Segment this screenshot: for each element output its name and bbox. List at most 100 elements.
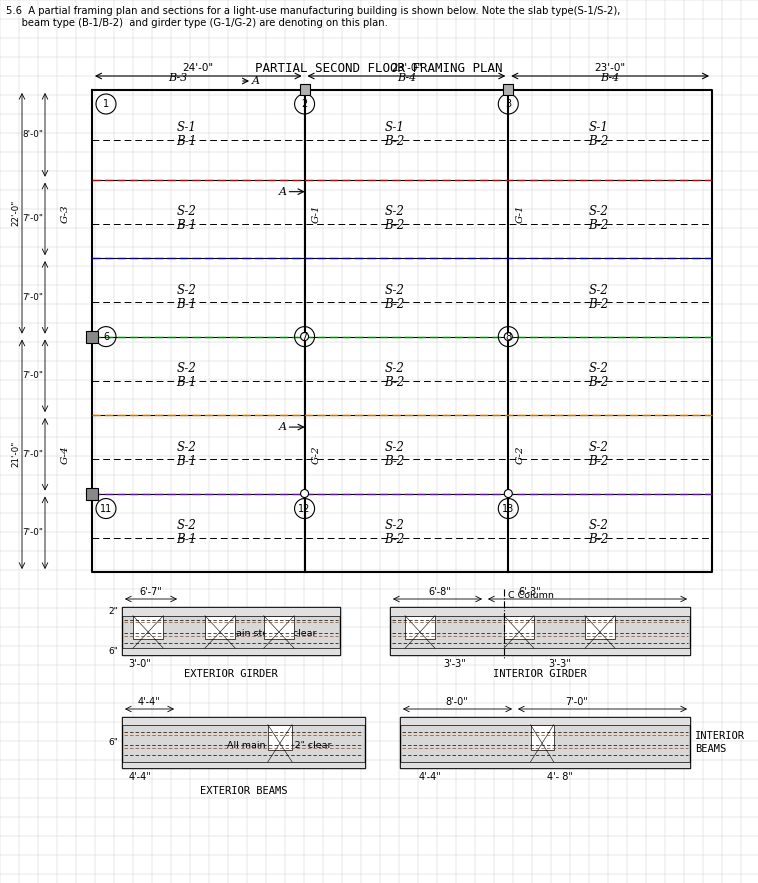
Text: 21'-0": 21'-0"	[11, 442, 20, 467]
Text: B-2: B-2	[384, 533, 405, 547]
Text: 3'-0": 3'-0"	[129, 659, 152, 669]
Bar	[390, 607, 690, 655]
Bar	[531, 725, 553, 751]
Text: S-2: S-2	[177, 206, 196, 218]
Text: 24'-0": 24'-0"	[183, 63, 214, 73]
Bar	[86, 330, 98, 343]
Bar	[205, 615, 236, 638]
Text: 6'-7": 6'-7"	[139, 587, 162, 597]
Text: 11: 11	[100, 503, 112, 514]
Bar	[264, 615, 294, 638]
Text: 23'-0": 23'-0"	[391, 63, 422, 73]
Text: B-2: B-2	[588, 135, 609, 148]
Bar	[504, 615, 534, 638]
Text: B-2: B-2	[588, 533, 609, 547]
Text: S-2: S-2	[384, 519, 404, 532]
Text: 13: 13	[502, 503, 515, 514]
Text: S-2: S-2	[177, 362, 196, 375]
Text: B-2: B-2	[384, 298, 405, 311]
Text: S-1: S-1	[384, 121, 404, 134]
Bar	[400, 762, 690, 768]
Text: G-2: G-2	[515, 445, 525, 464]
Text: B-2: B-2	[384, 135, 405, 148]
Text: 1: 1	[103, 99, 109, 109]
Text: EXTERIOR GIRDER: EXTERIOR GIRDER	[184, 669, 278, 679]
Text: 6: 6	[103, 332, 109, 342]
Text: B-2: B-2	[384, 219, 405, 232]
Bar	[122, 717, 365, 768]
Bar	[503, 84, 513, 95]
Text: G-1: G-1	[312, 204, 321, 223]
Bar	[390, 648, 690, 655]
Text: B-1: B-1	[176, 298, 196, 311]
Text: B-2: B-2	[588, 455, 609, 468]
Bar	[122, 607, 340, 615]
Text: All main steel 2" clear: All main steel 2" clear	[227, 741, 331, 750]
Circle shape	[504, 489, 512, 497]
Text: 7: 7	[302, 332, 308, 342]
Text: A: A	[252, 76, 260, 86]
Text: 5.6  A partial framing plan and sections for a light-use manufacturing building : 5.6 A partial framing plan and sections …	[6, 6, 620, 16]
Text: S-1: S-1	[177, 121, 196, 134]
Text: 3'-3": 3'-3"	[443, 659, 466, 669]
Text: S-2: S-2	[177, 519, 196, 532]
Text: B-4: B-4	[396, 73, 416, 83]
Text: 4'-4": 4'-4"	[138, 697, 161, 707]
Text: 7'-0": 7'-0"	[22, 528, 43, 537]
Text: B-1: B-1	[176, 455, 196, 468]
Bar	[400, 717, 690, 768]
Text: 2": 2"	[108, 608, 118, 616]
Bar	[133, 615, 164, 638]
Text: B-1: B-1	[176, 219, 196, 232]
Text: B-2: B-2	[588, 376, 609, 389]
Text: S-2: S-2	[588, 283, 608, 297]
Text: beam type (B-1/B-2)  and girder type (G-1/G-2) are denoting on this plan.: beam type (B-1/B-2) and girder type (G-1…	[6, 18, 388, 28]
Text: G-1: G-1	[515, 204, 525, 223]
Text: 12: 12	[299, 503, 311, 514]
Text: All main steel 2" clear: All main steel 2" clear	[212, 629, 317, 638]
Text: 4'-4": 4'-4"	[129, 772, 152, 782]
Bar	[585, 615, 615, 638]
Text: B-4: B-4	[600, 73, 620, 83]
Text: 7'-0": 7'-0"	[22, 215, 43, 223]
Text: S-2: S-2	[384, 206, 404, 218]
Text: S-2: S-2	[588, 519, 608, 532]
Text: G-3: G-3	[61, 204, 70, 223]
Bar	[122, 762, 365, 768]
Text: B-1: B-1	[176, 533, 196, 547]
Bar	[405, 615, 435, 638]
Text: G-4: G-4	[61, 445, 70, 464]
Text: 4'-4": 4'-4"	[418, 772, 441, 782]
Text: 8'-0": 8'-0"	[22, 131, 43, 140]
Text: 3'-3": 3'-3"	[549, 659, 572, 669]
Circle shape	[301, 333, 309, 341]
Text: 7'-0": 7'-0"	[22, 372, 43, 381]
Text: S-2: S-2	[384, 362, 404, 375]
Text: PARTIAL SECOND FLOOR FRAMING PLAN: PARTIAL SECOND FLOOR FRAMING PLAN	[255, 62, 503, 75]
Text: B-2: B-2	[588, 298, 609, 311]
Text: 23'-0": 23'-0"	[594, 63, 625, 73]
Text: B-1: B-1	[176, 135, 196, 148]
Text: 6": 6"	[108, 647, 118, 656]
Text: 8: 8	[506, 332, 512, 342]
Text: 22'-0": 22'-0"	[11, 200, 20, 227]
Bar	[122, 717, 365, 725]
Text: S-2: S-2	[177, 441, 196, 454]
Circle shape	[301, 489, 309, 497]
Text: INTERIOR
BEAMS: INTERIOR BEAMS	[695, 731, 745, 754]
Text: EXTERIOR BEAMS: EXTERIOR BEAMS	[200, 786, 287, 796]
Text: S-2: S-2	[588, 441, 608, 454]
Text: 8'-0": 8'-0"	[446, 697, 468, 707]
Bar	[122, 648, 340, 655]
Text: A: A	[279, 186, 287, 197]
Text: A: A	[279, 422, 287, 432]
Text: S-2: S-2	[588, 206, 608, 218]
Text: 4'- 8": 4'- 8"	[547, 772, 573, 782]
Bar	[122, 607, 340, 655]
Text: 2: 2	[302, 99, 308, 109]
Text: 6'-8": 6'-8"	[428, 587, 451, 597]
Text: C Column: C Column	[508, 591, 554, 600]
Text: 7'-0": 7'-0"	[565, 697, 588, 707]
Bar	[299, 84, 309, 95]
Text: B-2: B-2	[384, 376, 405, 389]
